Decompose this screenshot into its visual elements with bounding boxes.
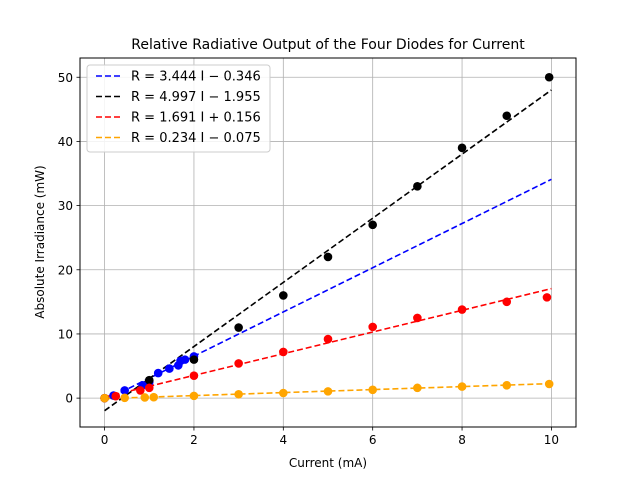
y-tick-label: 50 xyxy=(58,71,73,85)
data-point xyxy=(368,220,377,230)
data-point xyxy=(502,297,512,307)
data-point xyxy=(413,313,422,323)
x-tick-label: 6 xyxy=(369,433,377,447)
plot-frame xyxy=(79,57,577,428)
data-point xyxy=(144,375,154,385)
y-tick-label: 20 xyxy=(58,263,73,277)
data-point xyxy=(234,359,243,368)
data-point xyxy=(144,383,154,393)
data-point xyxy=(189,355,199,364)
axis-ticks: 0 2 4 6 8 10 0 10 20 30 40 50 xyxy=(58,71,559,447)
data-point xyxy=(279,388,288,398)
data-point xyxy=(189,371,199,380)
data-point xyxy=(279,291,288,300)
legend-label: R = 3.444 I − 0.346 xyxy=(131,70,261,85)
data-point xyxy=(153,368,163,378)
data-point xyxy=(111,391,121,401)
data-point xyxy=(323,334,333,344)
data-point xyxy=(413,383,422,393)
data-point xyxy=(502,111,512,121)
data-point xyxy=(120,393,129,403)
data-point xyxy=(323,387,333,396)
legend-label: R = 1.691 I + 0.156 xyxy=(131,111,261,126)
data-point xyxy=(165,364,174,373)
data-point xyxy=(368,322,377,332)
data-point xyxy=(544,72,554,82)
x-tick-label: 4 xyxy=(279,433,287,447)
data-point xyxy=(279,347,288,357)
data-point xyxy=(542,293,552,302)
data-point xyxy=(457,382,467,391)
x-axis-label: Current (mA) xyxy=(289,456,367,470)
grid xyxy=(80,58,576,427)
fit-line xyxy=(104,382,552,400)
data-point xyxy=(100,393,109,403)
data-point xyxy=(323,252,333,262)
data-point xyxy=(457,143,467,153)
chart-title: Relative Radiative Output of the Four Di… xyxy=(131,37,525,53)
y-tick-label: 0 xyxy=(65,392,73,406)
data-point xyxy=(149,392,159,402)
data-point xyxy=(457,305,467,314)
x-tick-label: 0 xyxy=(101,433,109,447)
data-point xyxy=(120,386,129,395)
legend-label: R = 0.234 I − 0.075 xyxy=(131,131,261,146)
data-point xyxy=(136,386,145,395)
y-tick-label: 30 xyxy=(58,199,73,213)
legend-label: R = 4.997 I − 1.955 xyxy=(131,90,261,105)
data-point xyxy=(189,391,199,401)
x-tick-label: 8 xyxy=(458,433,466,447)
data-point xyxy=(413,182,422,191)
data-point xyxy=(368,385,377,395)
y-axis-label: Absolute Irradiance (mW) xyxy=(33,165,47,318)
data-point xyxy=(544,379,554,389)
data-point xyxy=(234,389,243,399)
y-tick-label: 40 xyxy=(58,135,73,149)
legend: R = 3.444 I − 0.346 R = 4.997 I − 1.955 R … xyxy=(86,64,271,153)
x-tick-label: 2 xyxy=(190,433,198,447)
data-points xyxy=(100,72,554,403)
y-tick-label: 10 xyxy=(58,327,73,341)
data-point xyxy=(234,323,243,332)
legend-box xyxy=(86,64,271,153)
data-point xyxy=(180,355,190,364)
x-tick-label: 10 xyxy=(544,433,559,447)
data-point xyxy=(140,393,150,402)
data-point xyxy=(502,380,512,390)
